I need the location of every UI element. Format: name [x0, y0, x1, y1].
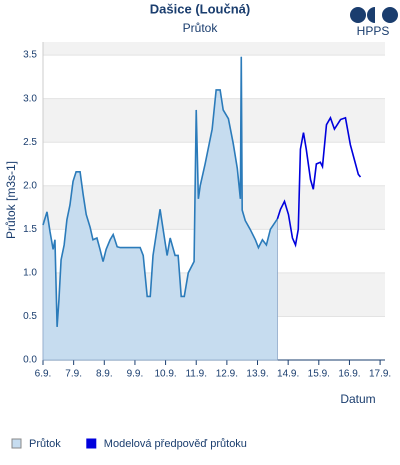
chart-subtitle: Průtok	[183, 21, 219, 35]
y-tick-label: 3.5	[23, 50, 37, 61]
series-line	[276, 115, 362, 248]
logo-text: HPPS	[357, 24, 390, 38]
y-tick-label: 0.0	[23, 355, 37, 366]
y-tick-label: 1.5	[23, 224, 37, 235]
x-tick-label: 11.9.	[185, 369, 207, 380]
series-line	[42, 56, 279, 327]
legend-label: Průtok	[29, 438, 61, 450]
x-axis-label: Datum	[340, 392, 375, 406]
x-tick-label: 6.9.	[35, 369, 52, 380]
x-tick-label: 14.9.	[277, 369, 299, 380]
x-tick-label: 15.9.	[308, 369, 330, 380]
legend-swatch	[11, 438, 22, 449]
legend-label: Modelová předpověď průtoku	[104, 438, 247, 450]
y-tick-label: 2.0	[23, 180, 37, 191]
x-tick-label: 9.9.	[127, 369, 144, 380]
logo-circle	[382, 7, 398, 23]
y-tick-label: 1.0	[23, 268, 37, 279]
x-tick-label: 8.9.	[96, 369, 113, 380]
x-tick-label: 12.9.	[216, 369, 238, 380]
grid-band	[43, 42, 385, 56]
logo: HPPS	[350, 7, 398, 38]
x-tick-label: 17.9.	[369, 369, 391, 380]
logo-circle	[350, 7, 366, 23]
x-tick-label: 13.9.	[246, 369, 268, 380]
legend-swatch	[86, 438, 97, 449]
x-tick-label: 16.9.	[338, 369, 360, 380]
logo-half	[367, 7, 375, 23]
y-tick-label: 3.0	[23, 93, 37, 104]
x-tick-label: 7.9.	[65, 369, 82, 380]
x-tick-label: 10.9.	[154, 369, 176, 380]
chart-title: Dašice (Loučná)	[150, 1, 250, 16]
y-tick-label: 2.5	[23, 137, 37, 148]
y-axis-label: Průtok [m3s-1]	[4, 161, 18, 239]
y-tick-label: 0.5	[23, 311, 37, 322]
